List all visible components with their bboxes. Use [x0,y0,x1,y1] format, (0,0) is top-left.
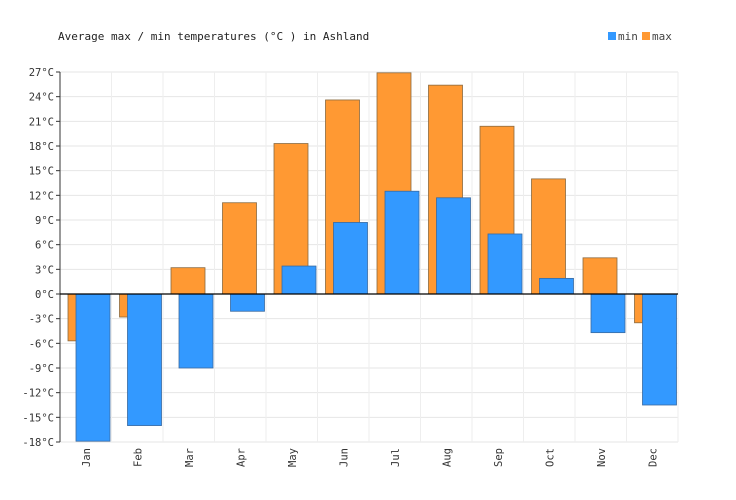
y-tick-label-2: 21°C [29,116,54,128]
y-tick-label-4: 15°C [29,166,54,178]
bar-min-dec [642,293,677,406]
y-tick-label-7: 6°C [35,240,54,252]
x-tick-label-jun: Jun [338,448,350,467]
x-tick-labels: Jan Feb Mar Apr May Jun Jul Aug Sep Oct Nov Dec [81,448,660,467]
y-tick-label-3: 18°C [29,141,54,153]
x-tick-label-apr: Apr [235,448,247,467]
bar-max-oct [531,178,566,295]
x-tick-label-feb: Feb [132,448,144,467]
axes [56,71,678,443]
y-tick-labels: 27°C 24°C 21°C 18°C 15°C 12°C 9°C 6°C 3°C 0°C -3°C… [22,67,54,449]
x-tick-label-aug: Aug [441,448,453,467]
x-tick-label-jan: Jan [81,448,93,467]
y-tick-label-15: -18°C [22,437,54,449]
legend: min max [608,30,672,43]
y-tick-label-12: -9°C [29,363,54,375]
legend-max-swatch [642,32,650,40]
bar-min-jan [75,293,111,442]
bar-min-mar [178,293,214,369]
bar-min-jun [333,222,368,295]
x-tick-label-oct: Oct [544,448,556,467]
y-tick-label-5: 12°C [29,190,54,202]
x-tick-label-jul: Jul [390,448,402,467]
chart-title: Average max / min temperatures (°C ) in … [58,30,369,43]
bar-min-sep [487,233,523,295]
x-tick-label-dec: Dec [647,448,659,467]
grid [59,71,679,443]
bars [67,72,677,442]
bar-min-oct [539,277,574,295]
y-tick-label-10: -3°C [29,314,54,326]
bar-min-jul [384,190,420,295]
bar-min-may [281,265,317,295]
bar-min-aug [436,197,471,295]
y-tick-label-14: -15°C [22,412,54,424]
y-tick-label-1: 24°C [29,92,54,104]
y-tick-label-9: 0°C [35,289,54,301]
bar-max-nov [582,257,618,295]
legend-min-label: min [618,30,638,43]
x-tick-label-mar: Mar [184,448,196,467]
y-tick-label-13: -12°C [22,388,54,400]
bar-min-nov [590,293,626,334]
x-tick-label-may: May [287,448,299,467]
bar-max-apr [222,202,257,295]
x-tick-label-nov: Nov [596,448,608,467]
y-tick-label-0: 27°C [29,67,54,79]
x-tick-label-sep: Sep [493,448,505,467]
bar-max-mar [170,267,206,295]
legend-min-swatch [608,32,616,40]
bar-min-feb [127,293,162,426]
bar-min-apr [230,293,265,312]
legend-max-label: max [652,30,672,43]
y-tick-label-11: -6°C [29,338,54,350]
y-tick-label-8: 3°C [35,264,54,276]
y-tick-label-6: 9°C [35,215,54,227]
